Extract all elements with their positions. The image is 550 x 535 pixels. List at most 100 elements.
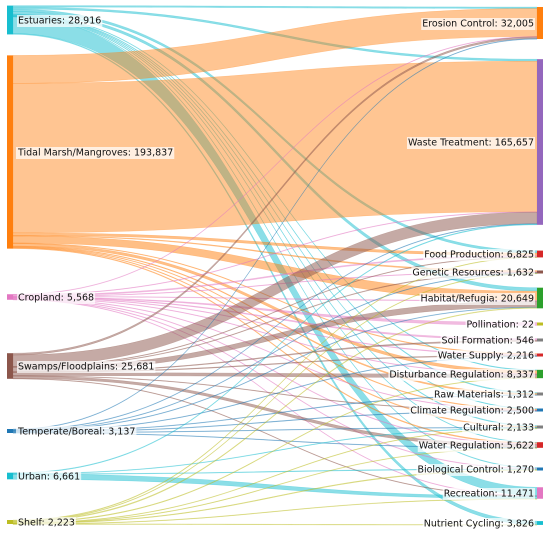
target-label-group-recreation: Recreation: 11,471 xyxy=(442,488,535,500)
target-node-food xyxy=(537,250,543,258)
source-node-urban xyxy=(7,472,13,480)
flow-shelf-to-cultural xyxy=(12,428,538,524)
target-label-disturbance: Disturbance Regulation: 8,337 xyxy=(389,370,534,381)
sankey-labels: Estuaries: 28,916 Tidal Marsh/Mangroves: … xyxy=(16,15,535,530)
source-label-bg-tidal xyxy=(16,147,175,159)
target-node-waste xyxy=(537,59,543,225)
source-label-bg-swamps xyxy=(17,361,156,373)
target-node-soil xyxy=(537,338,543,342)
source-label-group-swamps: Swamps/Floodplains: 25,681 xyxy=(17,361,156,373)
target-label-group-erosion: Erosion Control: 32,005 xyxy=(421,18,535,30)
source-label-estuaries: Estuaries: 28,916 xyxy=(18,16,101,27)
target-label-group-waste: Waste Treatment: 165,657 xyxy=(407,137,535,149)
source-node-estuaries xyxy=(7,5,13,35)
flow-urban-to-waste xyxy=(12,223,538,474)
target-label-bg-recreation xyxy=(442,488,535,500)
target-label-bg-climate xyxy=(409,405,535,417)
source-label-temperate: Temperate/Boreal: 3,137 xyxy=(17,427,135,438)
target-label-group-genetic: Genetic Resources: 1,632 xyxy=(411,267,535,279)
target-label-pollination: Pollination: 22 xyxy=(467,320,534,331)
target-label-bg-nutrient xyxy=(422,518,535,530)
source-label-bg-temperate xyxy=(16,426,137,438)
target-node-water_reg xyxy=(537,442,543,448)
target-node-recreation xyxy=(537,487,543,499)
target-label-soil: Soil Formation: 546 xyxy=(442,336,534,347)
target-label-climate: Climate Regulation: 2,500 xyxy=(410,406,534,417)
target-label-bg-disturbance xyxy=(388,369,535,381)
flow-shelf-to-water_reg xyxy=(12,447,538,524)
flow-shelf-to-food xyxy=(12,256,538,522)
target-label-bg-erosion xyxy=(421,18,535,30)
source-label-group-temperate: Temperate/Boreal: 3,137 xyxy=(16,426,137,438)
target-label-food: Food Production: 6,825 xyxy=(424,250,534,261)
source-node-shelf xyxy=(7,520,13,524)
source-label-bg-urban xyxy=(17,471,82,483)
target-label-bg-bio xyxy=(416,464,535,476)
target-label-group-habitat: Habitat/Refugia: 20,649 xyxy=(419,293,535,305)
flow-temperate-to-water_supply xyxy=(12,355,538,432)
target-node-raw xyxy=(537,392,543,396)
target-node-water_supply xyxy=(537,353,543,357)
target-label-bg-genetic xyxy=(411,267,535,279)
target-label-bg-food xyxy=(423,249,535,261)
flow-temperate-to-erosion xyxy=(12,38,538,430)
target-label-group-climate: Climate Regulation: 2,500 xyxy=(409,405,535,417)
source-label-group-shelf: Shelf: 2,223 xyxy=(17,517,76,529)
flow-shelf-to-nutrient xyxy=(12,523,538,526)
target-node-disturbance xyxy=(537,369,543,379)
target-label-group-raw: Raw Materials: 1,312 xyxy=(433,389,535,401)
target-label-bg-water_reg xyxy=(417,440,535,452)
source-node-temperate xyxy=(7,429,13,433)
target-label-group-water_supply: Water Supply: 2,216 xyxy=(436,350,535,362)
target-node-pollination xyxy=(537,322,543,326)
source-label-bg-shelf xyxy=(17,517,76,529)
target-node-erosion xyxy=(537,6,543,40)
source-label-bg-cropland xyxy=(17,292,96,304)
target-node-genetic xyxy=(537,270,543,274)
target-node-bio xyxy=(537,467,543,471)
target-label-bg-cultural xyxy=(462,422,535,434)
source-label-shelf: Shelf: 2,223 xyxy=(18,518,75,529)
target-label-group-disturbance: Disturbance Regulation: 8,337 xyxy=(388,369,535,381)
target-label-group-cultural: Cultural: 2,133 xyxy=(462,422,535,434)
target-node-habitat xyxy=(537,287,543,309)
target-node-climate xyxy=(537,408,543,412)
source-node-cropland xyxy=(7,294,13,300)
target-label-group-water_reg: Water Regulation: 5,622 xyxy=(417,440,535,452)
target-label-bg-water_supply xyxy=(436,350,535,362)
target-label-bio: Biological Control: 1,270 xyxy=(417,465,534,476)
target-label-recreation: Recreation: 11,471 xyxy=(444,489,534,500)
target-label-genetic: Genetic Resources: 1,632 xyxy=(412,268,534,279)
target-label-group-pollination: Pollination: 22 xyxy=(465,319,535,331)
flow-shelf-to-genetic xyxy=(12,273,538,522)
source-label-swamps: Swamps/Floodplains: 25,681 xyxy=(18,362,154,373)
target-label-bg-waste xyxy=(407,137,535,149)
target-label-nutrient: Nutrient Cycling: 3,826 xyxy=(424,519,534,530)
target-label-bg-raw xyxy=(433,389,535,401)
source-label-group-urban: Urban: 6,661 xyxy=(17,471,82,483)
target-node-nutrient xyxy=(537,521,543,525)
target-label-water_supply: Water Supply: 2,216 xyxy=(438,351,534,362)
sankey-nodes xyxy=(7,5,543,525)
target-label-group-bio: Biological Control: 1,270 xyxy=(416,464,535,476)
target-label-cultural: Cultural: 2,133 xyxy=(463,423,534,434)
flow-estuaries-to-erosion xyxy=(12,5,538,9)
source-label-group-cropland: Cropland: 5,568 xyxy=(17,292,96,304)
source-label-urban: Urban: 6,661 xyxy=(18,472,80,483)
flow-shelf-to-recreation xyxy=(12,498,538,525)
target-label-group-food: Food Production: 6,825 xyxy=(423,249,535,261)
target-label-bg-soil xyxy=(440,335,535,347)
sankey-links xyxy=(12,5,538,526)
target-label-group-soil: Soil Formation: 546 xyxy=(440,335,535,347)
target-label-bg-habitat xyxy=(419,293,535,305)
target-label-habitat: Habitat/Refugia: 20,649 xyxy=(421,294,534,305)
source-node-tidal xyxy=(7,55,13,249)
source-label-bg-estuaries xyxy=(17,15,103,27)
source-label-group-tidal: Tidal Marsh/Mangroves: 193,837 xyxy=(16,147,175,159)
source-node-swamps xyxy=(7,353,13,379)
source-label-tidal: Tidal Marsh/Mangroves: 193,837 xyxy=(17,148,173,159)
target-label-group-nutrient: Nutrient Cycling: 3,826 xyxy=(422,518,535,530)
target-label-water_reg: Water Regulation: 5,622 xyxy=(419,441,534,452)
target-label-raw: Raw Materials: 1,312 xyxy=(434,390,534,401)
